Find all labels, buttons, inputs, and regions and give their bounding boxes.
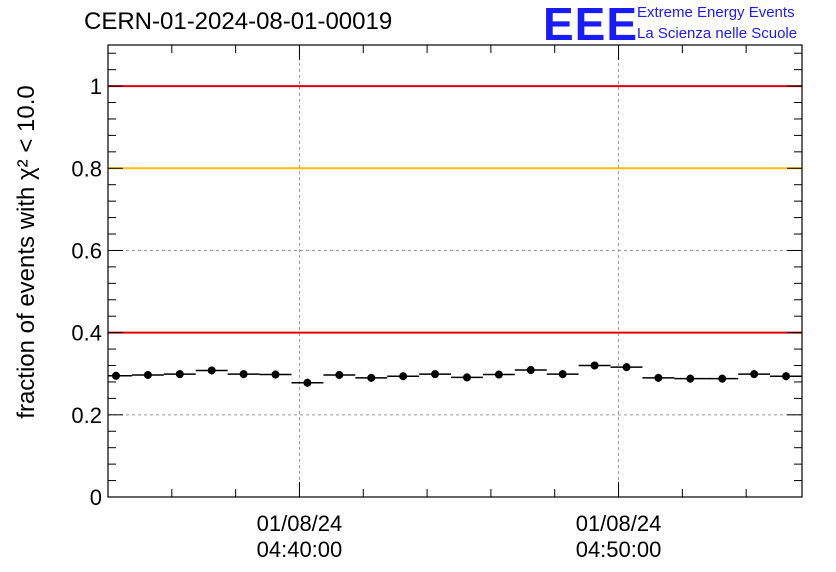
y-tick-label: 0.8 [71, 156, 102, 181]
data-point [207, 366, 216, 375]
data-point [143, 370, 152, 379]
data-point [686, 374, 695, 383]
y-tick-label: 0.2 [71, 403, 102, 428]
data-point [399, 372, 408, 381]
data-point [431, 370, 440, 379]
eee-logo: EEE Extreme Energy Events La Scienza nel… [543, 0, 833, 50]
data-point [622, 363, 631, 372]
y-tick-label: 0.6 [71, 238, 102, 263]
data-point [462, 373, 471, 382]
data-point [750, 370, 759, 379]
data-point [718, 374, 727, 383]
y-tick-label: 0.4 [71, 321, 102, 346]
y-axis-label: fraction of events with χ² < 10.0 [13, 85, 40, 418]
eee-logo-line1: Extreme Energy Events [637, 4, 795, 21]
data-point [271, 370, 280, 379]
data-point [558, 370, 567, 379]
data-point [239, 370, 248, 379]
y-tick-label: 0 [90, 485, 102, 510]
grid-layer [108, 45, 802, 497]
data-point [526, 366, 535, 375]
x-tick-label-date: 01/08/24 [576, 511, 662, 536]
reference-lines [108, 85, 802, 334]
data-point [335, 370, 344, 379]
y-tick-label: 1 [90, 74, 102, 99]
data-point [111, 371, 120, 380]
plot-frame-rect [107, 44, 803, 498]
data-series [108, 361, 802, 387]
x-tick-label-time: 04:50:00 [576, 537, 662, 562]
data-point [782, 372, 791, 381]
eee-logo-letters: EEE [543, 0, 639, 50]
chart-title: CERN-01-2024-08-01-00019 [84, 8, 393, 35]
data-point [494, 370, 503, 379]
data-point [654, 373, 663, 382]
data-point [590, 361, 599, 370]
plot-frame [107, 44, 803, 498]
x-tick-label-time: 04:40:00 [257, 537, 343, 562]
axis-labels: 00.20.40.60.8101/08/2404:40:0001/08/2404… [71, 74, 661, 562]
data-point [367, 373, 376, 382]
data-point [303, 378, 312, 387]
axis-ticks [107, 45, 802, 498]
data-point [175, 370, 184, 379]
x-tick-label-date: 01/08/24 [257, 511, 343, 536]
eee-logo-line2: La Scienza nelle Scuole [637, 25, 798, 42]
